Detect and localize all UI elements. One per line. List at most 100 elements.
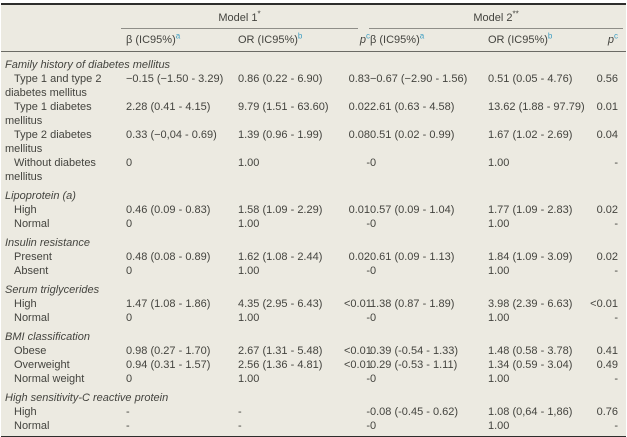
cell-m2-or: 13.62 (1.88 - 97.79) bbox=[488, 101, 585, 113]
cell-m2-p: - bbox=[614, 157, 618, 169]
row-label: Type 2 diabetes mellitus bbox=[5, 129, 92, 155]
section-label: Family history of diabetes mellitus bbox=[5, 59, 171, 71]
m2-beta-label: β (IC95%) bbox=[370, 34, 420, 46]
cell-m2-or: 1.08 (0,64 - 1,86) bbox=[488, 406, 573, 418]
row-label: Overweight bbox=[14, 359, 70, 371]
table-row: Without diabetes mellitus 0 1.00 - 0 1.0… bbox=[5, 156, 622, 184]
row-label: High bbox=[14, 298, 37, 310]
m1-or-label: OR (IC95%) bbox=[238, 34, 298, 46]
row-label: High bbox=[14, 204, 37, 216]
section-label: Serum triglycerides bbox=[5, 284, 100, 296]
row-label: Normal bbox=[14, 312, 50, 324]
cell-m1-or: 4.35 (2.95 - 6.43) bbox=[238, 298, 323, 310]
table-row: Normal weight 0 1.00 - 0 1.00 - bbox=[5, 372, 622, 386]
model2-label: Model 2 bbox=[473, 12, 513, 24]
cell-m1-p: <0.01 bbox=[344, 359, 372, 371]
cell-m1-p: - bbox=[366, 312, 370, 324]
cell-m2-or: 1.00 bbox=[488, 420, 510, 432]
cell-m1-beta: 0.33 (−0,04 - 0.69) bbox=[126, 129, 217, 141]
cell-m2-beta: 0 bbox=[370, 265, 377, 277]
cell-m1-p: <0.01 bbox=[344, 298, 372, 310]
table-row: High - - - 0.08 (-0.45 - 0.62) 1.08 (0,6… bbox=[5, 405, 622, 419]
cell-m2-p: - bbox=[614, 312, 618, 324]
table-row: Absent 0 1.00 - 0 1.00 - bbox=[5, 264, 622, 278]
m2-p-header: pc bbox=[590, 31, 624, 47]
footnote-a: a bbox=[175, 31, 181, 41]
row-label: Obese bbox=[14, 345, 47, 357]
section-row: Lipoprotein (a) bbox=[5, 189, 622, 203]
cell-m1-or: 1.00 bbox=[238, 157, 260, 169]
section-row: Serum triglycerides bbox=[5, 283, 622, 297]
cell-m1-beta: 0 bbox=[126, 312, 133, 324]
statistics-table: Model 1* Model 2** β (IC95%)a OR (IC95%)… bbox=[1, 3, 626, 437]
cell-m1-p: - bbox=[366, 218, 370, 230]
row-label: Normal bbox=[14, 420, 50, 432]
m2-beta-header: β (IC95%)a bbox=[370, 31, 488, 47]
cell-m1-p: 0.02 bbox=[348, 101, 370, 113]
cell-m1-beta: - bbox=[126, 406, 130, 418]
cell-m2-p: - bbox=[614, 420, 618, 432]
footnote-a: a bbox=[419, 31, 425, 41]
cell-m2-p: 0.04 bbox=[596, 129, 618, 141]
m2-or-header: OR (IC95%)b bbox=[488, 32, 590, 47]
row-label: Without diabetes mellitus bbox=[5, 157, 96, 183]
cell-m2-beta: 0.29 (-0.53 - 1.11) bbox=[370, 359, 458, 371]
cell-m1-or: 1.00 bbox=[238, 265, 260, 277]
cell-m1-beta: 0 bbox=[126, 373, 133, 385]
m1-beta-label: β (IC95%) bbox=[126, 34, 176, 46]
cell-m2-or: 1.34 (0.59 - 3.04) bbox=[488, 359, 573, 371]
footnote-c: c bbox=[614, 31, 618, 41]
cell-m2-or: 1.48 (0.58 - 3.78) bbox=[488, 345, 573, 357]
table-row: Overweight 0.94 (0.31 - 1.57) 2.56 (1.36… bbox=[5, 358, 622, 372]
cell-m2-p: 0.49 bbox=[596, 359, 618, 371]
header-spacer bbox=[5, 11, 126, 29]
cell-m1-beta: 0 bbox=[126, 218, 133, 230]
cell-m2-p: 0.41 bbox=[596, 345, 618, 357]
table-row: Type 1 diabetes mellitus 2.28 (0.41 - 4.… bbox=[5, 100, 622, 128]
cell-m2-or: 0.51 (0.05 - 4.76) bbox=[488, 73, 573, 85]
cell-m2-p: 0.76 bbox=[596, 406, 618, 418]
cell-m2-beta: 0 bbox=[370, 420, 377, 432]
column-header-row: β (IC95%)a OR (IC95%)b pc β (IC95%)a OR … bbox=[5, 29, 622, 51]
cell-m1-p: - bbox=[366, 406, 370, 418]
m1-p-header: pc bbox=[344, 31, 370, 47]
row-label: Type 1 diabetes mellitus bbox=[5, 101, 92, 127]
footnote-c: c bbox=[366, 31, 370, 41]
cell-m1-beta: 0.46 (0.09 - 0.83) bbox=[126, 204, 211, 216]
cell-m2-beta: 2.61 (0.63 - 4.58) bbox=[370, 101, 455, 113]
section-row: Insulin resistance bbox=[5, 236, 622, 250]
cell-m2-beta: 0.51 (0.02 - 0.99) bbox=[370, 129, 455, 141]
table-row: Obese 0.98 (0.27 - 1.70) 2.67 (1.31 - 5.… bbox=[5, 344, 622, 358]
cell-m2-p: 0.56 bbox=[596, 73, 618, 85]
model1-label: Model 1 bbox=[218, 12, 258, 24]
cell-m1-or: 1.00 bbox=[238, 218, 260, 230]
cell-m2-p: 0.02 bbox=[596, 204, 618, 216]
cell-m1-p: 0.08 bbox=[348, 129, 370, 141]
model1-footnote-mark: * bbox=[257, 9, 261, 19]
cell-m2-beta: 0.61 (0.09 - 1.13) bbox=[370, 251, 455, 263]
cell-m1-p: - bbox=[366, 420, 370, 432]
cell-m2-beta: −0.67 (−2.90 - 1.56) bbox=[370, 73, 468, 85]
table-body: Family history of diabetes mellitus Type… bbox=[5, 52, 622, 436]
cell-m2-or: 1.77 (1.09 - 2.83) bbox=[488, 204, 573, 216]
row-label: Present bbox=[14, 251, 52, 263]
section-row: High sensitivity-C reactive protein bbox=[5, 391, 622, 405]
table-row: Normal - - - 0 1.00 - bbox=[5, 419, 622, 433]
cell-m1-p: 0.01 bbox=[348, 204, 370, 216]
cell-m2-beta: 0 bbox=[370, 218, 377, 230]
m2-or-label: OR (IC95%) bbox=[488, 34, 548, 46]
section-label: High sensitivity-C reactive protein bbox=[5, 392, 169, 404]
cell-m2-beta: 0.57 (0.09 - 1.04) bbox=[370, 204, 455, 216]
table-row: Normal 0 1.00 - 0 1.00 - bbox=[5, 311, 622, 325]
m1-p-label: p bbox=[359, 34, 366, 46]
row-label: High bbox=[14, 406, 37, 418]
row-label: Normal weight bbox=[14, 373, 85, 385]
model1-header: Model 1* bbox=[121, 9, 358, 29]
cell-m2-p: - bbox=[614, 265, 618, 277]
table-header: Model 1* Model 2** β (IC95%)a OR (IC95%)… bbox=[1, 5, 626, 52]
cell-m1-or: 1.00 bbox=[238, 373, 260, 385]
cell-m1-or: 1.00 bbox=[238, 312, 260, 324]
cell-m2-beta: 0 bbox=[370, 157, 377, 169]
section-row: BMI classification bbox=[5, 330, 622, 344]
